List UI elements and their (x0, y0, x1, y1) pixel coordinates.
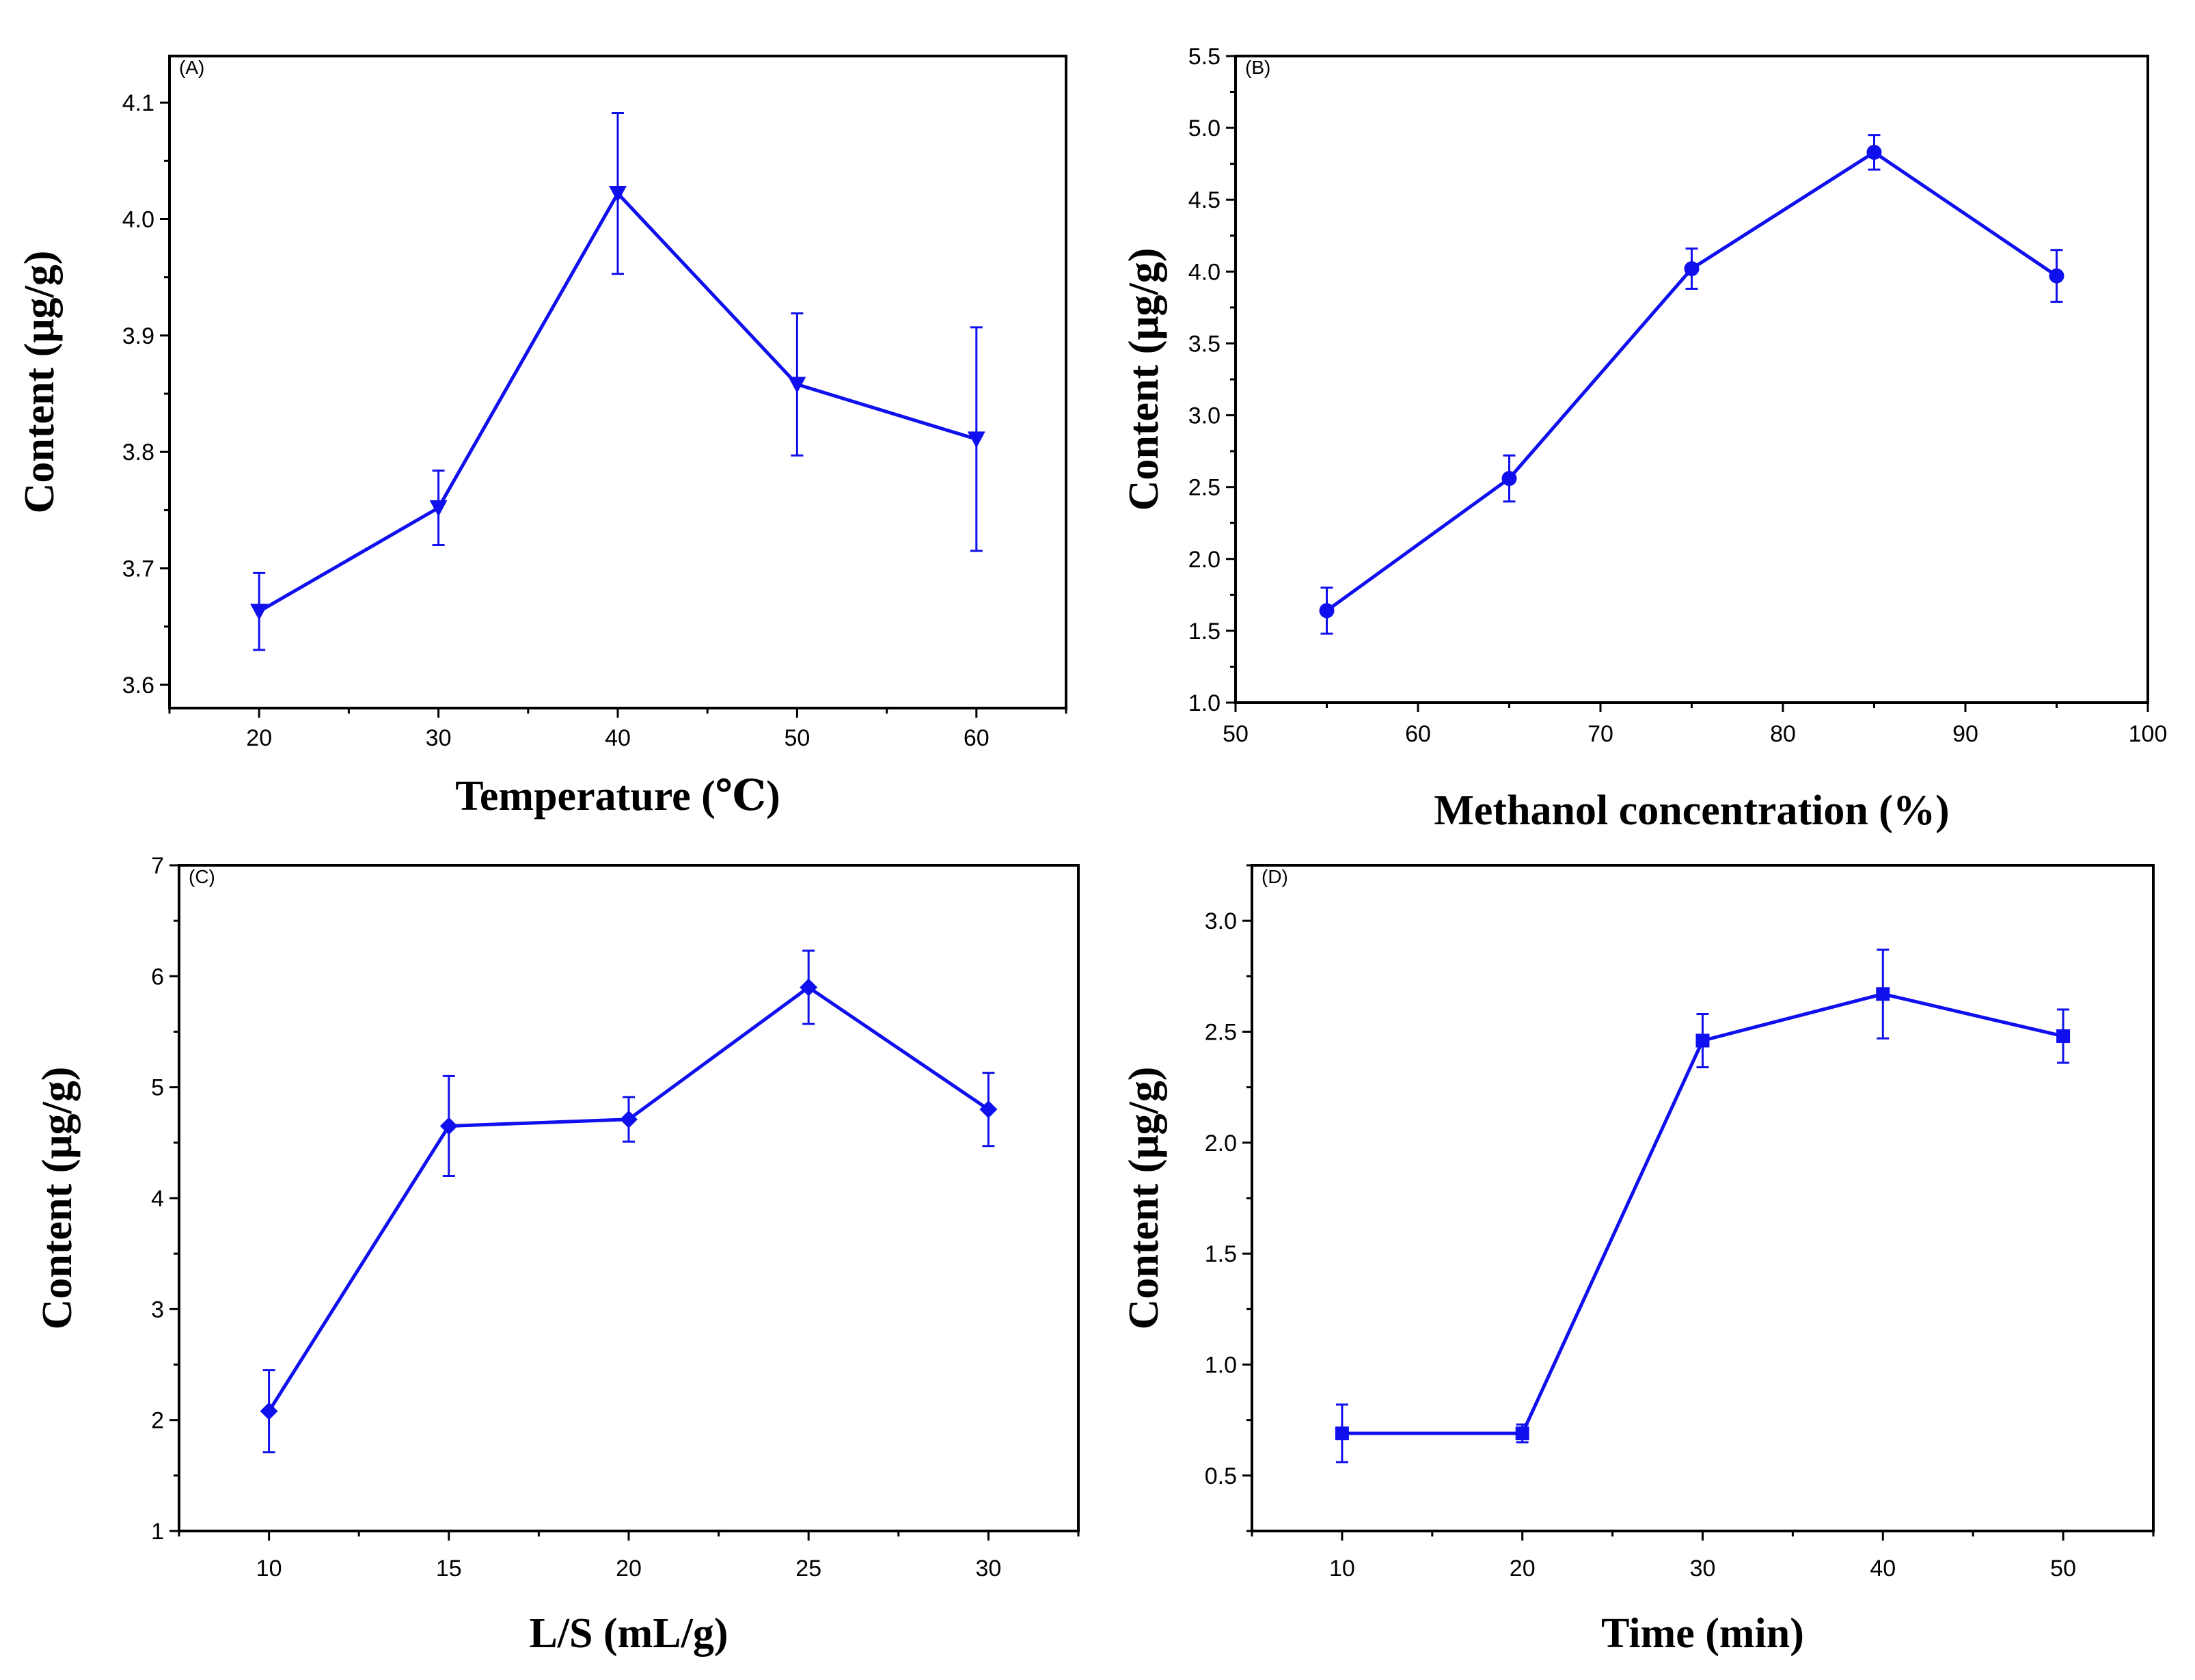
panel-label: (A) (179, 57, 204, 78)
y-axis-title: Content (μg/g) (1121, 1067, 1167, 1330)
y-tick-label: 5 (151, 1075, 164, 1101)
y-tick-label: 1.5 (1188, 619, 1221, 645)
data-point (1515, 1426, 1529, 1441)
y-tick-label: 5.5 (1188, 44, 1221, 70)
series-line (267, 986, 990, 1413)
x-tick-label: 15 (436, 1556, 462, 1582)
x-tick-label: 10 (1329, 1556, 1355, 1582)
x-tick-label: 50 (1223, 721, 1249, 747)
data-point (1866, 144, 1882, 160)
x-tick-label: 90 (1952, 721, 1978, 747)
x-tick-label: 20 (246, 725, 272, 751)
y-tick-label: 2.5 (1205, 1020, 1237, 1046)
y-tick-label: 3.6 (122, 673, 154, 699)
y-tick-label: 4 (151, 1186, 164, 1212)
data-point (2056, 1029, 2071, 1043)
y-tick-label: 2.0 (1188, 547, 1221, 573)
data-point (1335, 1426, 1349, 1441)
data-point (439, 1117, 458, 1135)
x-tick-label: 20 (616, 1556, 642, 1582)
data-point (620, 1110, 638, 1128)
y-tick-label: 2.5 (1188, 475, 1221, 501)
x-axis-title: L/S (mL/g) (529, 1610, 728, 1657)
data-point (1684, 261, 1700, 277)
x-tick-label: 50 (784, 725, 810, 751)
x-tick-label: 10 (256, 1556, 282, 1582)
x-tick-label: 100 (2129, 721, 2168, 747)
x-axis-title: Temperature (℃) (455, 773, 780, 819)
data-point (2049, 268, 2064, 284)
data-point (800, 978, 818, 997)
y-tick-label: 4.0 (1188, 259, 1221, 285)
data-point (979, 1100, 998, 1119)
x-tick-label: 20 (1510, 1556, 1536, 1582)
panel-label: (C) (189, 866, 215, 887)
chart-panel-1: 50 60 70 80 90 100 1.0 1.5 2.0 2.5 3.0 3.5 4.0 4.5 5.0… (1121, 44, 2167, 834)
x-tick-label: 25 (795, 1556, 821, 1582)
x-tick-label: 40 (1870, 1556, 1896, 1582)
y-axis-title: Content (μg/g) (1121, 248, 1167, 511)
y-tick-label: 3.0 (1205, 908, 1237, 934)
data-point (429, 500, 448, 517)
y-tick-label: 3.7 (122, 556, 154, 582)
plot-frame (178, 864, 1080, 1532)
y-tick-label: 3.8 (122, 439, 154, 465)
data-point (1501, 471, 1517, 487)
data-point (1695, 1033, 1710, 1048)
y-axis-title: Content (μg/g) (34, 1067, 81, 1330)
y-tick-label: 6 (151, 964, 164, 990)
x-axis-title: Methanol concentration (%) (1434, 787, 1949, 834)
panel-label: (B) (1245, 57, 1270, 78)
chart-panel-2: 10 15 20 25 30 1 2 3 4 5 6 7 (C) L/S (mL/g) Content (μ… (34, 853, 1080, 1657)
y-tick-label: 1.0 (1205, 1353, 1237, 1379)
x-tick-label: 30 (426, 725, 452, 751)
x-tick-label: 30 (975, 1556, 1001, 1582)
plot-frame (1251, 864, 2155, 1532)
y-tick-label: 3.9 (122, 323, 154, 349)
y-tick-label: 3.0 (1188, 403, 1221, 429)
y-tick-label: 3 (151, 1297, 164, 1323)
y-tick-label: 0.5 (1205, 1463, 1237, 1489)
data-point (1876, 987, 1890, 1001)
x-axis-title: Time (min) (1601, 1610, 1804, 1657)
x-tick-label: 30 (1690, 1556, 1716, 1582)
y-tick-label: 1.0 (1188, 690, 1221, 716)
y-tick-label: 1 (151, 1519, 164, 1545)
series-line (1326, 150, 2058, 612)
data-point (609, 185, 627, 203)
y-tick-label: 3.5 (1188, 331, 1221, 357)
y-tick-label: 4.5 (1188, 187, 1221, 213)
data-point (1319, 603, 1335, 619)
plot-frame (1234, 55, 2149, 704)
x-tick-label: 40 (605, 725, 631, 751)
chart-panel-0: 20 30 40 50 60 3.6 3.7 3.8 3.9 4.0 4.1 (A) Temperatu… (16, 55, 1067, 819)
chart-panel-3: 10 20 30 40 50 0.5 1.0 1.5 2.0 2.5 3.0 (D) Time (min… (1121, 864, 2155, 1657)
y-tick-label: 2.0 (1205, 1130, 1237, 1156)
panel-label: (D) (1262, 866, 1288, 887)
data-point (250, 604, 269, 621)
data-point (788, 377, 806, 394)
x-tick-label: 70 (1587, 721, 1613, 747)
data-point (967, 431, 985, 448)
y-axis-title: Content (μg/g) (16, 251, 63, 514)
y-tick-label: 7 (151, 853, 164, 879)
x-tick-label: 50 (2050, 1556, 2076, 1582)
y-tick-label: 1.5 (1205, 1241, 1237, 1267)
x-tick-label: 80 (1770, 721, 1796, 747)
y-tick-label: 4.0 (122, 207, 154, 233)
data-point (260, 1402, 278, 1420)
x-tick-label: 60 (964, 725, 990, 751)
x-tick-label: 60 (1405, 721, 1431, 747)
y-tick-label: 4.1 (122, 90, 154, 116)
y-tick-label: 5.0 (1188, 116, 1221, 141)
y-tick-label: 2 (151, 1408, 164, 1434)
